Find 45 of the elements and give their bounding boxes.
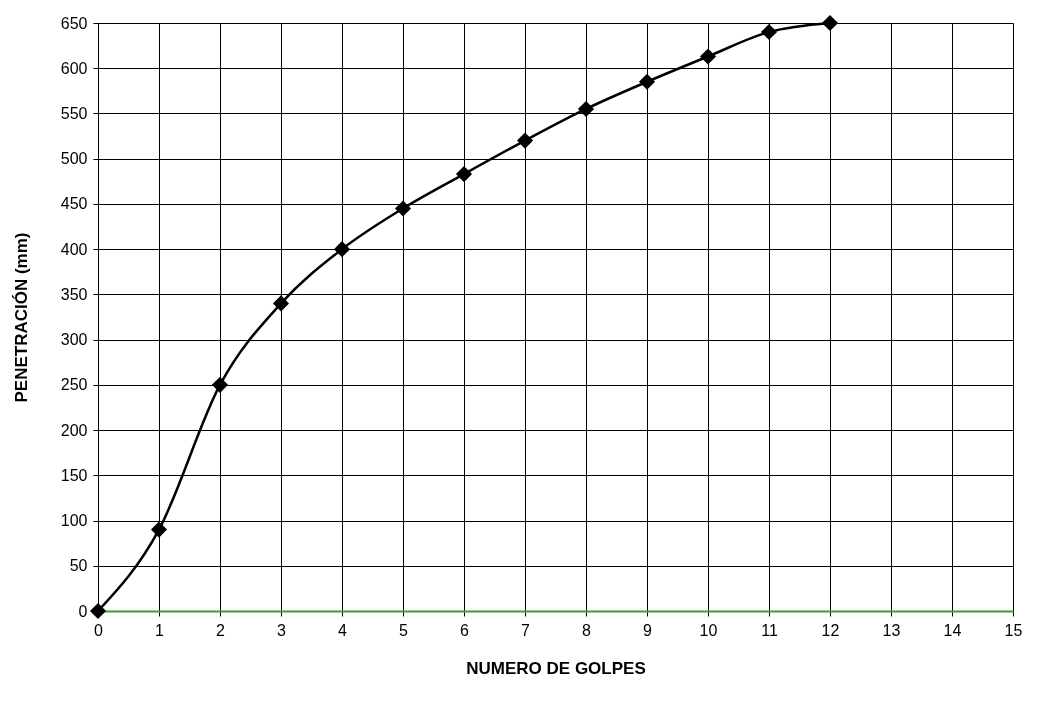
- x-tick-label: 1: [155, 621, 165, 639]
- point: [211, 376, 229, 393]
- y-tick-label: 150: [60, 466, 88, 484]
- y-tick-label: 50: [69, 557, 88, 575]
- point: [455, 166, 473, 183]
- point: [699, 48, 717, 65]
- point: [333, 241, 351, 258]
- y-tick-label: 450: [60, 195, 88, 213]
- x-tick-label: 13: [882, 621, 901, 639]
- x-tick-label: 5: [399, 621, 409, 639]
- x-tick-label: 4: [338, 621, 348, 639]
- point: [760, 23, 778, 41]
- x-tick-label: 10: [699, 621, 718, 639]
- x-tick-label: 15: [1004, 621, 1023, 639]
- x-tick-label: 12: [821, 621, 840, 639]
- point: [577, 100, 595, 117]
- y-tick-label: 400: [60, 240, 88, 258]
- point: [394, 200, 412, 217]
- y-tick-label: 350: [60, 285, 88, 303]
- point: [821, 14, 839, 32]
- x-tick-label: 9: [643, 621, 653, 639]
- x-tick-label: 6: [460, 621, 470, 639]
- point: [150, 521, 168, 538]
- x-tick-label: 0: [94, 621, 104, 639]
- x-tick-label: 7: [521, 621, 531, 639]
- point: [272, 295, 290, 312]
- y-tick-label: 650: [60, 14, 88, 32]
- x-tick-label: 8: [582, 621, 592, 639]
- x-tick-label: 14: [943, 621, 962, 639]
- x-tick-label: 2: [216, 621, 226, 639]
- x-axis-title: NUMERO DE GOLPES: [466, 658, 646, 678]
- point: [638, 73, 656, 90]
- y-tick-label: 250: [60, 376, 88, 394]
- y-tick-label: 0: [78, 602, 88, 620]
- y-tick-label: 500: [60, 150, 88, 168]
- point: [89, 602, 107, 620]
- y-tick-label: 550: [60, 104, 88, 122]
- y-axis-title: PENETRACIÓN (mm): [11, 232, 31, 403]
- y-tick-label: 300: [60, 331, 88, 349]
- point: [516, 132, 534, 149]
- x-tick-label: 3: [277, 621, 287, 639]
- y-tick-label: 100: [60, 512, 88, 530]
- x-tick-label: 11: [761, 621, 778, 639]
- y-tick-label: 200: [60, 421, 88, 439]
- y-tick-label: 600: [60, 59, 88, 77]
